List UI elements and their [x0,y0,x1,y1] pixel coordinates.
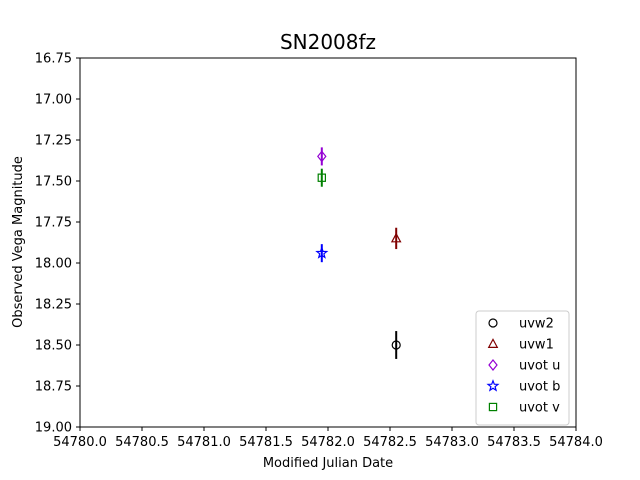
legend-marker [486,379,500,392]
x-tick-label: 54781.5 [239,435,293,450]
y-tick-label: 17.25 [35,134,72,149]
x-tick-label: 54782.0 [301,435,355,450]
y-tick-label: 18.50 [35,339,72,354]
x-tick-label: 54783.0 [425,435,479,450]
legend-marker [487,338,499,348]
data-point [317,173,327,182]
y-axis-label: Observed Vega Magnitude [11,156,26,328]
data-point [390,232,402,243]
x-axis-label: Modified Julian Date [263,456,393,471]
axis-ticks: 54780.0 54780.5 54781.0 54781.5 54782.0 54782… [35,52,603,451]
legend-label: uvot v [519,401,560,416]
y-tick-label: 17.50 [35,175,72,190]
x-tick-label: 54780.5 [115,435,169,450]
x-tick-label: 54783.5 [487,435,541,450]
x-tick-label: 54784.0 [549,435,603,450]
y-tick-label: 17.75 [35,216,72,231]
legend-box [475,310,570,426]
y-tick-label: 17.00 [35,93,72,108]
plot-frame [79,57,577,428]
legend-label: uvot u [519,359,560,374]
legend-label: uvot b [519,380,560,395]
y-tick-label: 19.00 [35,421,72,436]
legend-marker [488,359,498,371]
legend-marker [488,318,498,328]
chart-title: SN2008fz [280,30,376,54]
data-point [391,340,401,350]
legend-marker [488,402,498,412]
data-point [315,246,329,259]
data-point [317,150,327,163]
legend-label: uvw1 [519,338,554,353]
x-tick-label: 54782.5 [363,435,417,450]
x-tick-label: 54781.0 [177,435,231,450]
y-tick-label: 18.00 [35,257,72,272]
y-tick-label: 18.75 [35,380,72,395]
data-marks [315,147,402,359]
x-tick-label: 54780.0 [53,435,107,450]
legend: uvw2 uvw1 uvot u uvot b uvot v [475,310,570,426]
legend-label: uvw2 [519,317,554,332]
y-tick-label: 16.75 [35,52,72,67]
y-tick-label: 18.25 [35,298,72,313]
